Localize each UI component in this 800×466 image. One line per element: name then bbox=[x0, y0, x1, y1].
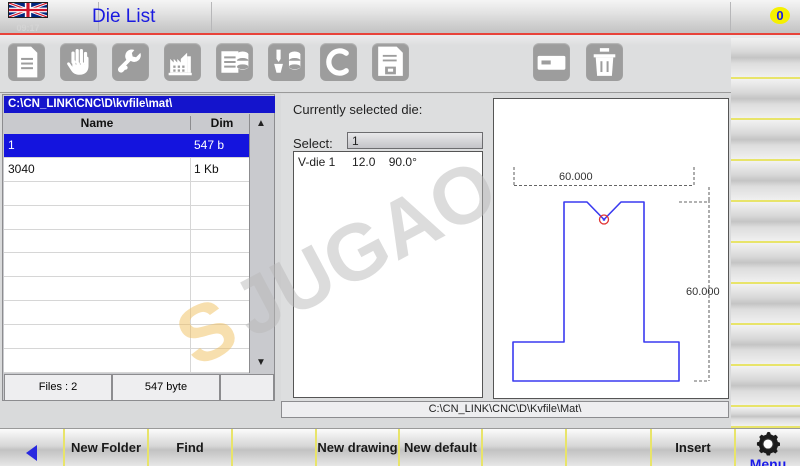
svg-text:60.000: 60.000 bbox=[686, 286, 720, 298]
svg-text:C: C bbox=[494, 161, 499, 254]
svg-text:60.000: 60.000 bbox=[559, 171, 593, 183]
